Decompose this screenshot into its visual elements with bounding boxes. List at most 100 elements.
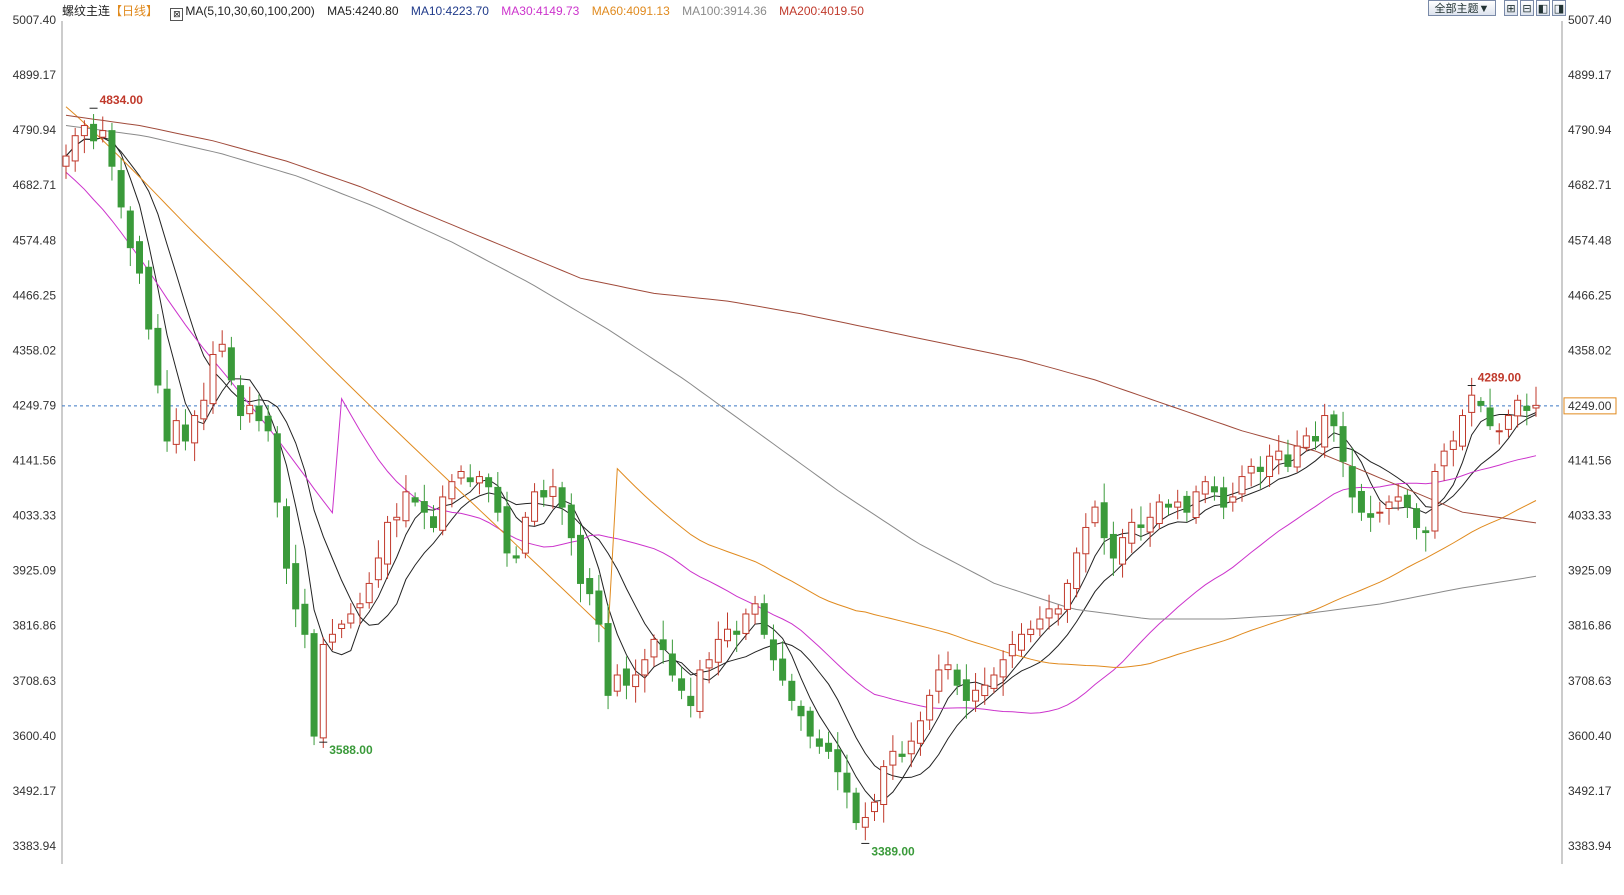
candle-body bbox=[972, 689, 980, 702]
candle bbox=[485, 473, 493, 503]
ma-settings-icon[interactable]: ⊠ bbox=[170, 8, 184, 21]
candle bbox=[953, 663, 961, 696]
candle-body bbox=[338, 623, 346, 630]
candle bbox=[880, 760, 888, 823]
candle bbox=[347, 603, 355, 629]
candle-body bbox=[191, 415, 199, 444]
candle bbox=[1082, 513, 1090, 573]
candle-body bbox=[797, 705, 805, 717]
candle-body bbox=[273, 433, 281, 503]
candle-body bbox=[549, 486, 557, 497]
candle bbox=[641, 648, 649, 693]
annotation-label: 3389.00 bbox=[871, 844, 915, 858]
candle-body bbox=[1036, 618, 1044, 630]
candle-body bbox=[1027, 628, 1035, 636]
candle-body bbox=[641, 659, 649, 676]
ma200-line bbox=[65, 114, 1537, 524]
y-tick-label-left: 3925.09 bbox=[13, 564, 57, 578]
ma60-line bbox=[65, 106, 1537, 668]
candle-body bbox=[1431, 471, 1439, 532]
y-tick-label-right: 5007.40 bbox=[1568, 13, 1612, 27]
candle bbox=[1247, 458, 1255, 487]
candle bbox=[108, 122, 116, 181]
candle bbox=[365, 572, 373, 609]
candle bbox=[191, 410, 199, 462]
candle bbox=[1146, 502, 1154, 547]
prev-icon[interactable]: ◧ bbox=[1536, 0, 1550, 16]
candle bbox=[577, 524, 584, 603]
candle bbox=[1321, 403, 1329, 458]
candle bbox=[852, 787, 860, 830]
candle bbox=[806, 706, 814, 749]
candle bbox=[466, 464, 474, 488]
candle bbox=[246, 386, 254, 423]
candle-body bbox=[613, 674, 621, 692]
zoom-out-icon[interactable]: ⊟ bbox=[1520, 0, 1534, 16]
candle bbox=[871, 793, 878, 822]
candle bbox=[1403, 489, 1411, 519]
candle bbox=[889, 735, 897, 780]
candle-body bbox=[1330, 414, 1338, 427]
candle bbox=[181, 409, 189, 451]
candle bbox=[815, 729, 823, 754]
candle-body bbox=[356, 603, 364, 609]
candle bbox=[769, 624, 777, 671]
y-tick-label-left: 4249.79 bbox=[13, 398, 57, 412]
candle bbox=[972, 673, 980, 712]
candle-body bbox=[1201, 481, 1209, 495]
annotation-label: 4834.00 bbox=[100, 93, 144, 107]
candle-body bbox=[503, 506, 511, 554]
candle bbox=[935, 654, 943, 704]
candle bbox=[567, 493, 575, 556]
candle bbox=[861, 802, 869, 841]
candle-body bbox=[1119, 537, 1127, 565]
candle bbox=[779, 641, 787, 686]
candle bbox=[1238, 465, 1246, 502]
candle-body bbox=[301, 603, 309, 635]
candle bbox=[1119, 528, 1127, 578]
next-icon[interactable]: ◨ bbox=[1552, 0, 1566, 16]
candle-body bbox=[90, 123, 98, 142]
y-tick-label-right: 4574.48 bbox=[1568, 233, 1612, 247]
candle bbox=[1045, 594, 1053, 630]
candle-body bbox=[687, 695, 695, 707]
candle-body bbox=[1413, 508, 1421, 528]
y-tick-label-right: 4790.94 bbox=[1568, 123, 1612, 137]
candle-body bbox=[1440, 450, 1448, 467]
candle bbox=[393, 503, 401, 538]
y-tick-label-right: 4682.71 bbox=[1568, 178, 1612, 192]
candle bbox=[1357, 483, 1365, 521]
candle bbox=[1504, 409, 1512, 438]
y-tick-label-left: 3383.94 bbox=[13, 839, 57, 853]
candle bbox=[1109, 521, 1117, 577]
zoom-in-icon[interactable]: ⊞ bbox=[1504, 0, 1518, 16]
y-tick-label-right: 4033.33 bbox=[1568, 509, 1612, 523]
candle-body bbox=[889, 750, 897, 766]
candle-body bbox=[1128, 521, 1136, 544]
y-tick-label-left: 4790.94 bbox=[13, 123, 57, 137]
candle bbox=[687, 677, 695, 718]
candle bbox=[907, 722, 915, 768]
candle-body bbox=[319, 643, 327, 739]
candle-body bbox=[1321, 415, 1329, 448]
candle-body bbox=[384, 521, 392, 565]
candle-body bbox=[1504, 415, 1512, 430]
candle bbox=[1266, 444, 1274, 487]
candle bbox=[668, 639, 676, 682]
ma200-value: MA200:4019.50 bbox=[779, 4, 864, 18]
candle bbox=[62, 144, 70, 179]
candle-body bbox=[1063, 582, 1071, 610]
candle-body bbox=[1385, 501, 1393, 510]
candle bbox=[172, 408, 180, 454]
candle bbox=[843, 754, 851, 809]
candle-body bbox=[650, 638, 658, 658]
candle-body bbox=[1367, 513, 1375, 518]
candle bbox=[126, 206, 134, 267]
candle-body bbox=[521, 516, 529, 554]
candle-body bbox=[420, 501, 428, 513]
candle bbox=[650, 634, 658, 667]
ma30-line bbox=[65, 171, 1537, 714]
candle bbox=[1413, 503, 1421, 540]
candle bbox=[1440, 443, 1448, 481]
theme-dropdown-button[interactable]: 全部主题▼ bbox=[1428, 0, 1496, 16]
